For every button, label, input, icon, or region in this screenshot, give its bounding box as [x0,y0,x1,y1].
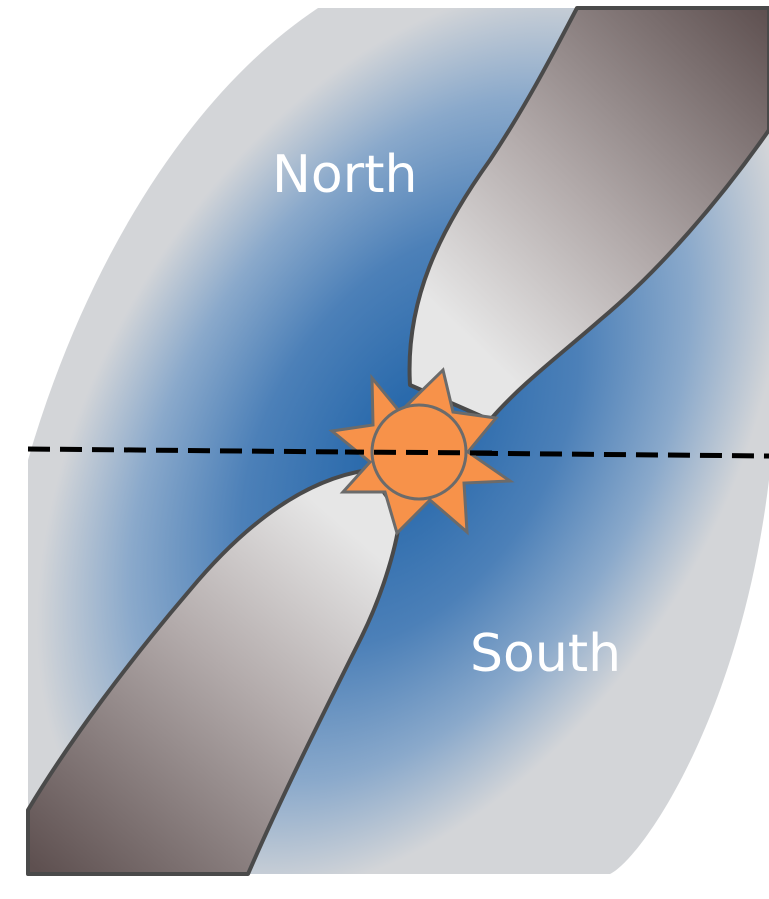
upper-outflow-lobe [407,6,769,422]
lower-outflow-lobe [26,468,402,876]
sun-icon [328,367,515,536]
south-label: South [470,624,621,684]
north-label: North [272,145,417,205]
